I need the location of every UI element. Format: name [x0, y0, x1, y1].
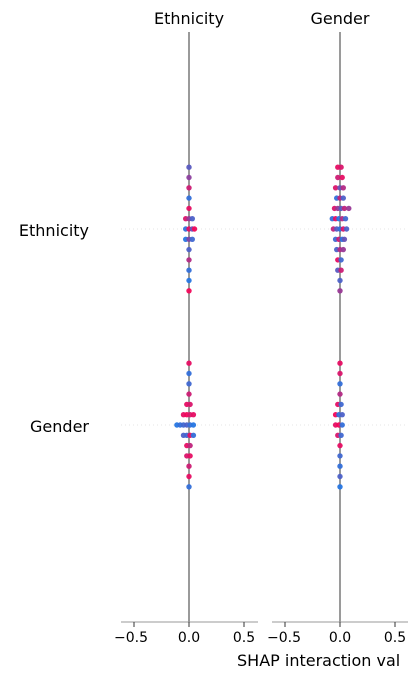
point-3-15 [337, 453, 343, 459]
point-2-25 [186, 473, 192, 480]
point-3-3 [337, 391, 343, 397]
tick-label-p0-zero: 0.0 [178, 630, 200, 646]
tick-label-p0-neg05: −0.5 [114, 630, 148, 646]
point-2-5 [187, 401, 193, 408]
point-1-24 [343, 226, 350, 232]
point-2-9 [190, 412, 197, 418]
point-2-2 [186, 381, 192, 387]
zero-lines [188, 32, 341, 622]
point-3-5 [338, 401, 344, 408]
point-3-1 [337, 370, 343, 377]
tick-label-p1-zero: 0.0 [329, 630, 351, 646]
row-label-ethnicity: Ethnicity [19, 221, 89, 240]
point-0-17 [186, 267, 192, 273]
data-points [174, 164, 352, 490]
point-3-0 [337, 360, 343, 366]
point-2-23 [187, 453, 193, 459]
point-0-4 [186, 205, 192, 212]
point-0-18 [186, 277, 192, 284]
point-1-33 [338, 257, 344, 263]
row-guides [121, 228, 408, 426]
point-2-19 [190, 432, 197, 438]
point-1-35 [338, 267, 344, 273]
point-0-1 [186, 174, 192, 181]
point-3-16 [337, 463, 343, 469]
point-1-3 [339, 174, 345, 181]
point-2-3 [186, 391, 192, 397]
point-1-36 [337, 277, 343, 284]
tick-label-p1-pos05: 0.5 [384, 630, 406, 646]
point-2-15 [190, 422, 197, 428]
point-3-18 [337, 484, 343, 490]
point-1-1 [338, 164, 344, 170]
point-0-15 [186, 246, 192, 253]
panel-title-gender: Gender [311, 9, 370, 28]
tick-label-p1-neg05: −0.5 [267, 630, 301, 646]
point-3-14 [337, 442, 343, 449]
point-0-19 [186, 288, 192, 294]
panel-title-ethnicity: Ethnicity [154, 9, 224, 28]
point-0-16 [186, 257, 192, 263]
x-axis-label: SHAP interaction val [237, 651, 400, 670]
point-1-31 [340, 246, 346, 253]
point-2-26 [186, 484, 192, 490]
point-0-7 [189, 216, 195, 222]
tick-label-p0-pos05: 0.5 [233, 630, 255, 646]
row-label-gender: Gender [30, 417, 89, 436]
point-2-0 [186, 360, 192, 366]
point-0-11 [191, 226, 198, 232]
point-1-37 [337, 288, 343, 294]
point-1-13 [341, 205, 348, 212]
point-1-6 [340, 185, 346, 191]
point-3-13 [338, 432, 344, 438]
point-1-14 [346, 205, 352, 212]
point-3-8 [339, 412, 345, 418]
point-0-2 [186, 185, 192, 191]
point-1-9 [340, 195, 346, 201]
point-2-1 [186, 370, 192, 377]
point-1-28 [341, 236, 348, 242]
x-axes [121, 621, 408, 627]
point-2-21 [187, 442, 193, 449]
point-0-0 [186, 164, 192, 170]
point-0-3 [186, 195, 192, 201]
point-1-2 [335, 174, 341, 181]
point-1-4 [332, 185, 339, 191]
point-0-14 [189, 236, 195, 242]
point-3-2 [337, 381, 343, 387]
point-3-17 [337, 473, 343, 480]
point-1-19 [342, 216, 349, 222]
point-3-11 [339, 422, 345, 428]
point-2-24 [186, 463, 192, 469]
